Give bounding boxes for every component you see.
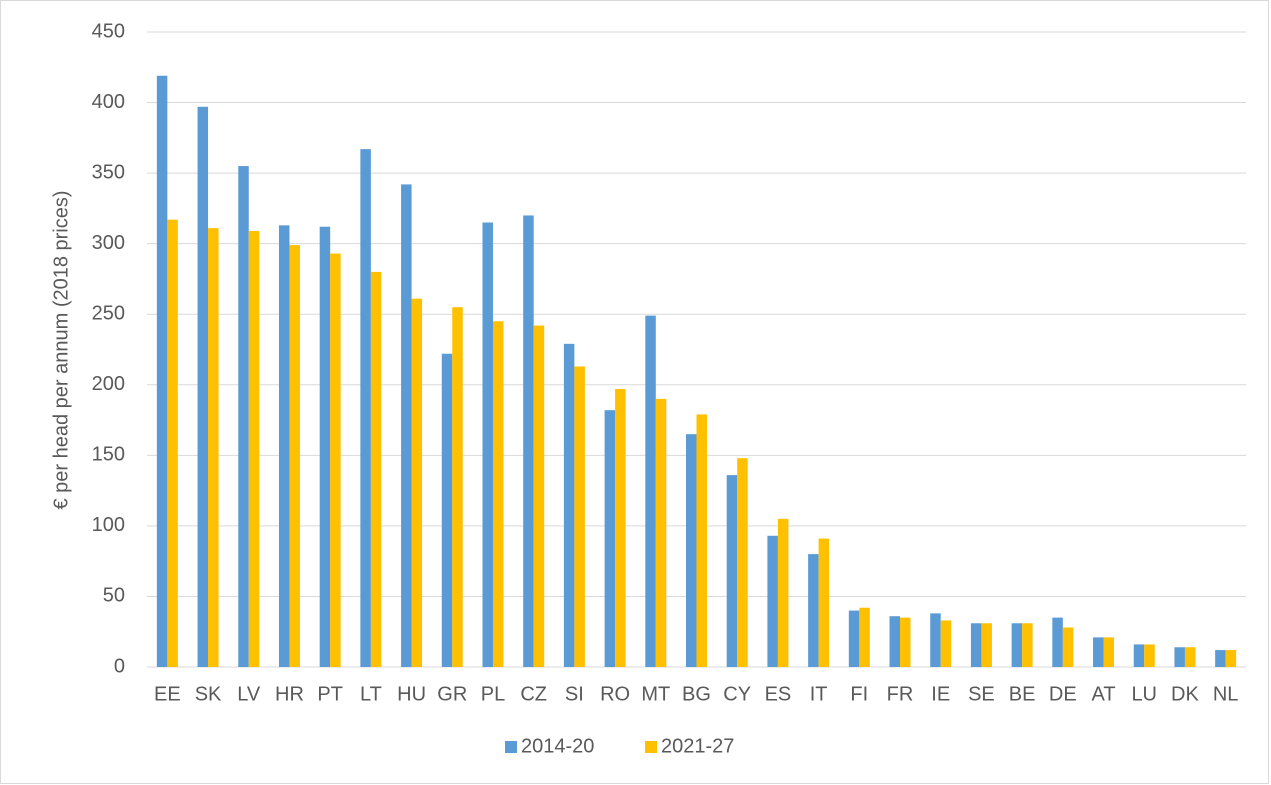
- x-tick-label: LT: [360, 683, 382, 705]
- y-tick-label: 0: [114, 655, 125, 677]
- x-tick-label: BG: [682, 683, 711, 705]
- bar: [1225, 650, 1237, 667]
- bar: [777, 518, 789, 667]
- x-tick-label: GR: [437, 683, 467, 705]
- bar: [604, 410, 616, 667]
- bar: [208, 228, 219, 667]
- legend-label: 2021-27: [661, 735, 734, 757]
- bar: [1144, 644, 1155, 667]
- y-tick-label: 50: [103, 585, 125, 607]
- bar: [981, 623, 992, 667]
- bar: [1174, 647, 1185, 667]
- bar: [1093, 637, 1104, 667]
- x-tick-label: IT: [810, 683, 828, 705]
- x-tick-label: SK: [195, 683, 222, 705]
- bar: [523, 215, 534, 667]
- x-tick-label: AT: [1091, 683, 1115, 705]
- x-tick-label: CY: [723, 683, 751, 705]
- x-tick-label: LV: [237, 683, 261, 705]
- bar: [645, 315, 656, 667]
- bar: [563, 343, 575, 667]
- bar: [289, 245, 300, 668]
- bar: [156, 75, 168, 667]
- bar: [482, 222, 493, 667]
- bar: [278, 225, 290, 668]
- bar: [1133, 644, 1145, 667]
- bar: [411, 298, 423, 667]
- bar: [940, 620, 952, 667]
- x-tick-label: PL: [481, 683, 505, 705]
- bar: [808, 554, 819, 667]
- bar: [360, 149, 371, 668]
- x-tick-label: EE: [154, 683, 181, 705]
- bar: [533, 325, 545, 667]
- bar: [889, 616, 901, 667]
- x-tick-label: CZ: [520, 683, 547, 705]
- x-tick-label: BE: [1009, 683, 1036, 705]
- x-tick-label: DK: [1171, 683, 1199, 705]
- bar: [767, 535, 778, 667]
- legend-swatch: [645, 741, 657, 753]
- x-tick-label: SE: [968, 683, 995, 705]
- x-tick-label: MT: [641, 683, 670, 705]
- bar: [1022, 623, 1033, 667]
- x-tick-label: ES: [765, 683, 792, 705]
- bar: [370, 271, 382, 667]
- bar: [1011, 623, 1023, 667]
- y-tick-label: 100: [92, 514, 125, 536]
- bar: [330, 253, 341, 668]
- x-tick-label: NL: [1213, 683, 1239, 705]
- bar: [900, 617, 911, 667]
- bar: [492, 321, 504, 667]
- bar: [970, 623, 982, 667]
- bar: [319, 226, 331, 667]
- legend-swatch: [505, 741, 517, 753]
- bar: [1103, 637, 1115, 667]
- x-tick-label: LU: [1131, 683, 1157, 705]
- y-tick-label: 450: [92, 20, 125, 42]
- bar: [859, 607, 870, 667]
- bar: [615, 389, 626, 667]
- bar: [167, 219, 178, 667]
- bar: [1215, 650, 1226, 667]
- y-axis-label: € per head per annum (2018 prices): [50, 190, 72, 509]
- x-tick-label: IE: [931, 683, 950, 705]
- bar: [696, 414, 707, 667]
- y-tick-label: 250: [92, 303, 125, 325]
- x-tick-label: PT: [317, 683, 343, 705]
- bar: [818, 538, 830, 667]
- x-tick-label: SI: [565, 683, 584, 705]
- x-tick-label: HR: [275, 683, 304, 705]
- y-tick-label: 150: [92, 444, 125, 466]
- bar: [737, 458, 748, 667]
- y-tick-label: 200: [92, 373, 125, 395]
- bar: [930, 613, 941, 667]
- bar: [1184, 647, 1196, 667]
- bar: [655, 398, 667, 667]
- x-tick-label: HU: [397, 683, 426, 705]
- bar: [452, 307, 463, 667]
- bar: [1062, 627, 1074, 667]
- bar: [197, 106, 209, 668]
- x-tick-label: RO: [600, 683, 630, 705]
- y-tick-label: 350: [92, 161, 125, 183]
- bar: [848, 610, 860, 667]
- legend-label: 2014-20: [521, 735, 594, 757]
- bar: [686, 434, 697, 667]
- bar: [401, 184, 412, 667]
- x-tick-label: DE: [1049, 683, 1077, 705]
- x-tick-label: FR: [887, 683, 914, 705]
- bar: [574, 366, 585, 667]
- x-tick-label: FI: [850, 683, 868, 705]
- y-tick-label: 300: [92, 232, 125, 254]
- bar: [248, 230, 260, 667]
- bar: [441, 353, 453, 667]
- bar: [238, 166, 249, 668]
- bar: [1052, 617, 1063, 667]
- y-tick-label: 400: [92, 91, 125, 113]
- bar: [726, 475, 738, 667]
